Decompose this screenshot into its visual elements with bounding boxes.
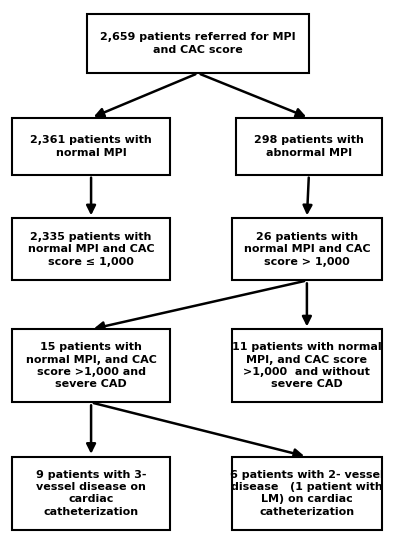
Text: 15 patients with
normal MPI, and CAC
score >1,000 and
severe CAD: 15 patients with normal MPI, and CAC sco…: [26, 342, 156, 390]
FancyBboxPatch shape: [232, 329, 382, 402]
FancyBboxPatch shape: [12, 118, 170, 175]
Text: 298 patients with
abnormal MPI: 298 patients with abnormal MPI: [254, 135, 364, 158]
FancyBboxPatch shape: [87, 14, 309, 73]
FancyBboxPatch shape: [236, 118, 382, 175]
FancyBboxPatch shape: [12, 329, 170, 402]
Text: 6 patients with 2- vessel
disease   (1 patient with
LM) on cardiac
catheterizati: 6 patients with 2- vessel disease (1 pat…: [230, 469, 384, 517]
Text: 11 patients with normal
MPI, and CAC score
>1,000  and without
severe CAD: 11 patients with normal MPI, and CAC sco…: [232, 342, 382, 390]
FancyBboxPatch shape: [232, 456, 382, 530]
FancyBboxPatch shape: [232, 218, 382, 281]
Text: 2,335 patients with
normal MPI and CAC
score ≤ 1,000: 2,335 patients with normal MPI and CAC s…: [28, 232, 154, 267]
FancyBboxPatch shape: [12, 218, 170, 281]
FancyBboxPatch shape: [12, 456, 170, 530]
Text: 9 patients with 3-
vessel disease on
cardiac
catheterization: 9 patients with 3- vessel disease on car…: [36, 469, 147, 517]
Text: 26 patients with
normal MPI and CAC
score > 1,000: 26 patients with normal MPI and CAC scor…: [244, 232, 370, 267]
Text: 2,659 patients referred for MPI
and CAC score: 2,659 patients referred for MPI and CAC …: [100, 32, 296, 55]
Text: 2,361 patients with
normal MPI: 2,361 patients with normal MPI: [30, 135, 152, 158]
